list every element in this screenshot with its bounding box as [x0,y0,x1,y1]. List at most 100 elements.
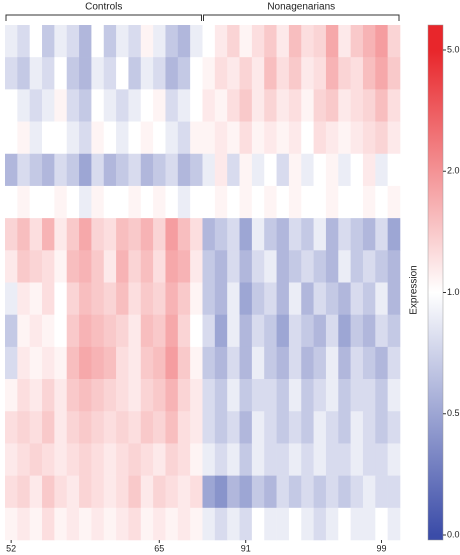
heatmap-cell [140,250,154,283]
heatmap-cell [128,475,142,509]
heatmap-cell [288,379,302,412]
heatmap-cell [153,25,166,58]
heatmap-cell [116,507,129,541]
heatmap-cell [116,443,129,476]
heatmap-cell [190,57,203,90]
heatmap-cell [387,475,401,509]
heatmap-cell [190,411,203,444]
heatmap-cell [375,121,388,155]
heatmap-cell [190,250,203,283]
heatmap-cell [202,250,216,283]
heatmap-cell [66,89,80,122]
heatmap-cell [153,346,166,380]
heatmap-cell [29,153,43,187]
heatmap-cell [42,443,55,476]
heatmap-cell [190,379,203,412]
heatmap-cell [190,314,203,348]
heatmap-cell [387,282,401,315]
heatmap-cell [375,314,388,348]
heatmap-cell [165,57,179,90]
heatmap-cell [17,89,30,122]
heatmap-cell [288,507,302,541]
heatmap-cell [350,185,364,219]
heatmap-cell [362,475,376,509]
heatmap-cell [91,57,105,90]
heatmap-cell [387,379,401,412]
heatmap-cell [239,218,253,251]
heatmap-cell [375,411,388,444]
colorbar-tick-label: 0.0 [447,529,460,539]
heatmap-cell [79,475,92,509]
heatmap-cell [128,379,142,412]
group-bracket [5,14,202,21]
heatmap-cell [325,443,339,476]
heatmap-cell [350,250,364,283]
heatmap-cell [5,475,18,509]
heatmap-cell [54,282,68,315]
heatmap-cell [288,250,302,283]
heatmap-cell [227,443,240,476]
heatmap-cell [239,57,253,90]
heatmap-cell [190,185,203,219]
heatmap-cell [165,185,179,219]
heatmap-cell [17,185,30,219]
heatmap-cell [313,443,327,476]
heatmap-cell [190,153,203,187]
heatmap-cell [214,507,228,541]
heatmap-cell [362,379,376,412]
heatmap-cell [177,411,191,444]
heatmap-cell [264,153,277,187]
heatmap-cell [54,443,68,476]
heatmap-cell [325,475,339,509]
heatmap-cell [79,443,92,476]
heatmap-cell [301,218,314,251]
heatmap-cell [116,121,129,155]
heatmap-cell [362,250,376,283]
heatmap-cell [325,218,339,251]
heatmap-cell [288,153,302,187]
heatmap-cell [362,282,376,315]
heatmap-cell [5,185,18,219]
heatmap-cell [177,250,191,283]
heatmap-cell [214,250,228,283]
heatmap-cell [375,379,388,412]
heatmap-cell [29,25,43,58]
heatmap-cell [350,346,364,380]
heatmap-cell [29,57,43,90]
heatmap-cell [202,411,216,444]
heatmap-cell [17,346,30,380]
heatmap-cell [350,121,364,155]
heatmap-cell [202,443,216,476]
heatmap-cell [288,314,302,348]
heatmap-cell [288,443,302,476]
heatmap-cell [54,121,68,155]
heatmap-cell [338,282,351,315]
heatmap-cell [66,57,80,90]
colorbar-tick-label: 2.0 [447,166,460,176]
heatmap-cell [17,25,30,58]
heatmap-cell [116,218,129,251]
colorbar-label: Expression [409,265,420,314]
heatmap-cell [177,507,191,541]
heatmap-cell [66,314,80,348]
heatmap-cell [128,282,142,315]
heatmap-cell [350,411,364,444]
heatmap-cell [362,153,376,187]
heatmap-cell [325,346,339,380]
heatmap-cell [288,282,302,315]
heatmap-cell [288,121,302,155]
heatmap-cell [103,153,117,187]
heatmap-cell [301,411,314,444]
heatmap-cell [251,121,265,155]
heatmap-cell [5,346,18,380]
heatmap-cell [116,411,129,444]
heatmap-cell [227,89,240,122]
heatmap-cell [165,507,179,541]
heatmap-cell [313,89,327,122]
heatmap-cell [301,185,314,219]
heatmap-cell [350,282,364,315]
heatmap-cell [103,57,117,90]
heatmap-cell [202,89,216,122]
heatmap-cell [79,153,92,187]
heatmap-cell [362,411,376,444]
